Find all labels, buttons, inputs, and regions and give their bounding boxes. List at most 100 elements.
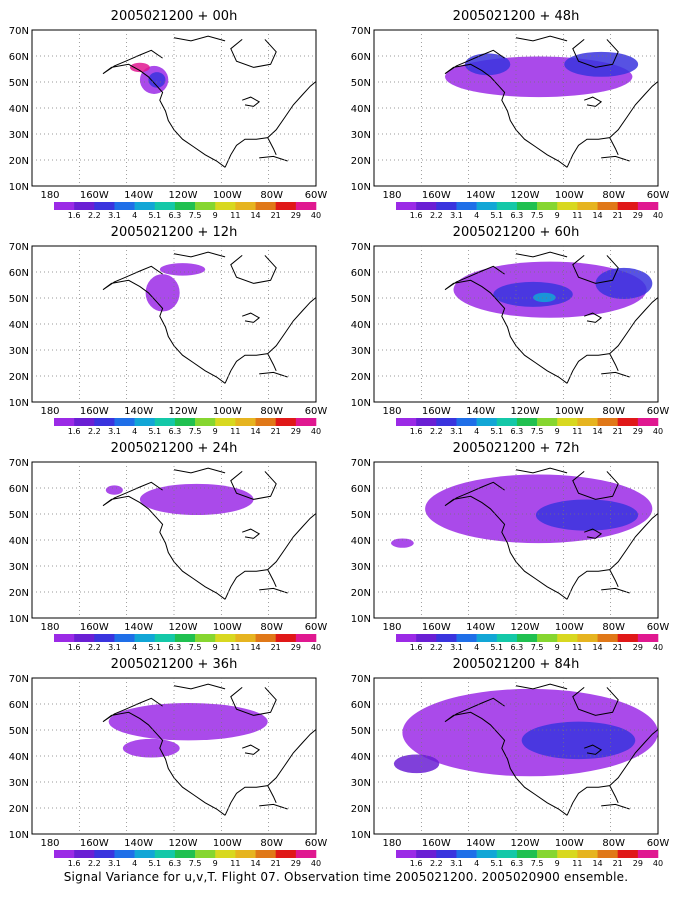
colorbar-label: 6.3	[169, 643, 182, 652]
colorbar-label: 40	[311, 859, 321, 868]
figure-caption: Signal Variance for u,v,T. Flight 07. Ob…	[63, 870, 629, 884]
colorbar-swatch	[396, 418, 417, 426]
longitude-tick-label: 140W	[466, 190, 495, 201]
longitude-tick-label: 160W	[422, 190, 451, 201]
latitude-tick-label: 30N	[351, 562, 371, 573]
longitude-tick-label: 100W	[555, 622, 584, 633]
coastline	[102, 49, 226, 168]
colorbar-swatch	[174, 850, 196, 858]
colorbar-swatch	[134, 634, 156, 642]
coastline	[259, 155, 288, 162]
colorbar-label: 21	[271, 859, 281, 868]
coastline	[601, 371, 630, 378]
coastline	[444, 49, 568, 168]
colorbar-swatch	[215, 634, 236, 642]
colorbar-swatch	[537, 634, 558, 642]
coastline	[242, 96, 261, 107]
longitude-tick-label: 180	[382, 622, 401, 633]
colorbar-swatch	[637, 202, 659, 210]
colorbar-swatch	[557, 418, 578, 426]
colorbar-label: 21	[271, 643, 281, 652]
coastline	[515, 467, 568, 474]
variance-contour	[521, 721, 636, 760]
colorbar-label: 7.5	[189, 859, 202, 868]
colorbar-label: 2.2	[430, 643, 443, 652]
colorbar-label: 9	[213, 211, 218, 220]
variance-field	[444, 35, 658, 168]
colorbar-swatch	[436, 202, 457, 210]
coastline	[224, 297, 316, 384]
colorbar-label: 1.6	[68, 859, 81, 868]
longitude-tick-label: 100W	[555, 406, 584, 417]
colorbar-swatch	[54, 634, 75, 642]
latitude-tick-label: 70N	[351, 26, 371, 37]
latitude-tick-label: 50N	[9, 294, 29, 305]
coastline	[444, 265, 568, 384]
longitude-tick-label: 60W	[305, 838, 328, 849]
colorbar-label: 21	[613, 427, 623, 436]
colorbar-swatch	[637, 850, 659, 858]
colorbar-swatch	[597, 418, 618, 426]
colorbar-swatch	[54, 418, 75, 426]
latitude-tick-label: 40N	[9, 104, 29, 115]
colorbar-swatch	[74, 634, 95, 642]
variance-contour	[391, 538, 414, 548]
colorbar-swatch	[235, 634, 256, 642]
longitude-tick-label: 60W	[647, 190, 670, 201]
longitude-tick-label: 180	[382, 838, 401, 849]
colorbar-label: 5.1	[490, 427, 503, 436]
longitude-tick-label: 60W	[647, 406, 670, 417]
coastline	[230, 687, 277, 716]
coastline	[566, 729, 658, 816]
latitude-tick-label: 40N	[351, 752, 371, 763]
colorbar-label: 6.3	[511, 859, 524, 868]
colorbar-swatch	[134, 850, 156, 858]
longitude-tick-label: 80W	[260, 838, 283, 849]
longitude-tick-label: 80W	[260, 406, 283, 417]
longitude-tick-label: 180	[40, 622, 59, 633]
longitude-tick-label: 60W	[305, 406, 328, 417]
colorbar-label: 1.6	[68, 643, 81, 652]
longitude-tick-label: 180	[382, 190, 401, 201]
colorbar-label: 14	[592, 427, 602, 436]
colorbar-label: 40	[311, 427, 321, 436]
colorbar-label: 4	[132, 211, 137, 220]
colorbar-label: 9	[555, 643, 560, 652]
longitude-tick-label: 120W	[169, 190, 198, 201]
colorbar-label: 7.5	[531, 643, 544, 652]
colorbar-swatch	[255, 202, 276, 210]
latitude-tick-label: 30N	[351, 778, 371, 789]
latitude-tick-label: 30N	[351, 130, 371, 141]
latitude-tick-label: 60N	[9, 484, 29, 495]
coastline	[584, 312, 603, 323]
latitude-tick-label: 50N	[351, 726, 371, 737]
colorbar-swatch	[275, 850, 297, 858]
colorbar-label: 11	[572, 859, 582, 868]
colorbar-label: 1.6	[68, 427, 81, 436]
coastline	[173, 251, 226, 258]
coastline	[609, 353, 619, 372]
forecast-panel: 2005021200 + 72h 70N 60N 50N 40N 30N 20N 10N 180…	[351, 441, 670, 652]
latitude-tick-label: 30N	[9, 346, 29, 357]
latitude-tick-label: 10N	[351, 614, 371, 625]
colorbar-swatch	[537, 418, 558, 426]
colorbar-swatch	[94, 418, 115, 426]
longitude-tick-label: 60W	[305, 622, 328, 633]
colorbar-swatch	[195, 202, 216, 210]
colorbar-label: 4	[132, 643, 137, 652]
colorbar-swatch	[195, 634, 216, 642]
coastline	[224, 513, 316, 600]
colorbar-label: 6.3	[169, 211, 182, 220]
colorbar-label: 29	[633, 427, 643, 436]
variance-contour	[393, 754, 440, 774]
variance-contour	[105, 485, 123, 495]
panel-title: 2005021200 + 60h	[453, 225, 580, 240]
colorbar-swatch	[154, 418, 176, 426]
colorbar-swatch	[516, 850, 538, 858]
colorbar-swatch	[617, 850, 639, 858]
colorbar-label: 3.1	[108, 427, 121, 436]
forecast-panel: 2005021200 + 60h 70N 60N 50N 40N 30N 20N 10N 180…	[351, 225, 670, 436]
forecast-panel: 2005021200 + 24h 70N 60N 50N 40N 30N 20N 10N 180…	[9, 441, 328, 652]
colorbar-label: 9	[213, 859, 218, 868]
colorbar-swatch	[416, 850, 437, 858]
